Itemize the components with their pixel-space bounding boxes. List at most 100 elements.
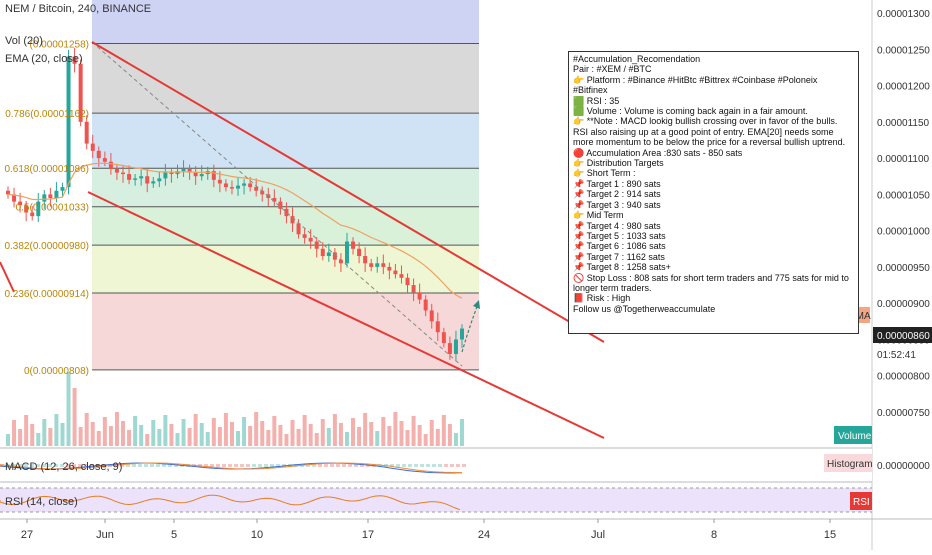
volume-bar	[399, 421, 404, 446]
macd-histogram-bar	[132, 464, 136, 467]
volume-bar	[375, 431, 380, 446]
y-tick-label: 0.00001200	[877, 82, 930, 93]
analysis-note: #Accumulation_Recomendation Pair : #XEM /…	[568, 51, 859, 334]
candle-body	[211, 171, 216, 180]
candle-body	[393, 270, 398, 275]
macd-histogram-bar	[24, 464, 28, 467]
macd-indicator-label: MACD (12, 26, close, 9)	[5, 461, 122, 473]
candle-body	[78, 63, 83, 122]
volume-bar	[351, 418, 356, 446]
candle-body	[133, 178, 138, 180]
candle-body	[169, 172, 174, 175]
volume-bar	[108, 426, 113, 446]
note-line: 👉 Platform : #Binance #HitBtc #Bittrex #…	[573, 74, 818, 96]
candle-body	[453, 339, 458, 354]
countdown-label: 01:52:41	[877, 350, 916, 361]
volume-bar	[48, 428, 53, 446]
macd-zero-label: 0.00000000	[877, 461, 930, 472]
note-line: 👉 **Note : MACD lookig bullish crossing …	[573, 116, 846, 148]
macd-histogram-bar	[252, 464, 256, 467]
candle-body	[66, 56, 71, 188]
macd-histogram-bar	[342, 464, 346, 467]
macd-histogram-bar	[216, 464, 220, 467]
note-line: #Accumulation_Recomendation	[573, 54, 701, 64]
volume-bar	[211, 418, 216, 446]
volume-bar	[175, 433, 180, 446]
volume-bar	[84, 413, 89, 446]
volume-bar	[163, 415, 168, 446]
candle-body	[114, 168, 119, 173]
volume-bar	[357, 427, 362, 446]
macd-histogram-bar	[462, 464, 466, 467]
fib-band-top	[92, 0, 479, 44]
volume-bar	[242, 417, 247, 446]
candle-body	[272, 197, 277, 202]
candle-body	[387, 266, 392, 271]
macd-histogram-bar	[450, 464, 454, 467]
candle-body	[30, 212, 35, 217]
candle-body	[127, 174, 132, 180]
candle-body	[460, 328, 464, 340]
candle-body	[290, 216, 295, 224]
candle-body	[102, 158, 107, 162]
volume-bar	[133, 416, 138, 446]
volume-bar	[423, 434, 428, 446]
volume-bar	[460, 419, 464, 446]
note-line: 🔴 Accumulation Area :830 sats - 850 sats	[573, 147, 743, 158]
macd-histogram-bar	[78, 464, 82, 467]
note-line: 📌 Target 4 : 980 sats	[573, 220, 661, 231]
candle-body	[423, 299, 428, 311]
volume-bar	[114, 412, 119, 446]
macd-histogram-bar	[144, 464, 148, 467]
macd-histogram-bar	[306, 464, 310, 467]
volume-bar	[127, 430, 132, 446]
candle-body	[145, 176, 150, 184]
x-tick-label: Jun	[96, 529, 114, 541]
time-axis[interactable]: 27 Jun 5 10 17 24 Jul 8 15	[21, 519, 836, 541]
fib-band-2	[92, 168, 479, 207]
note-line: 📌 Target 2 : 914 sats	[573, 189, 661, 200]
volume-bar	[284, 434, 289, 446]
candle-body	[338, 259, 343, 264]
macd-histogram-bar	[318, 464, 322, 467]
volume-bar	[453, 433, 458, 446]
note-line: 📕 Risk : High	[573, 293, 631, 304]
volume-bar	[338, 423, 343, 446]
candle-body	[411, 285, 416, 293]
volume-bar	[229, 422, 234, 446]
macd-histogram-bar	[354, 464, 358, 467]
fibonacci-retracement[interactable]	[92, 0, 479, 371]
x-tick-label: 5	[171, 529, 177, 541]
macd-pane	[0, 449, 872, 481]
volume-bar	[417, 425, 422, 446]
candle-body	[405, 277, 410, 286]
volume-bar	[217, 427, 222, 446]
candle-body	[157, 178, 162, 182]
macd-histogram-bar	[402, 464, 406, 467]
candle-body	[108, 161, 113, 169]
dashed-trend-line[interactable]	[91, 41, 463, 367]
macd-histogram-bar	[420, 464, 424, 467]
volume-bar	[24, 415, 29, 446]
rsi-line	[0, 494, 461, 511]
candle-body	[24, 205, 29, 213]
volume-bar	[248, 426, 253, 446]
macd-histogram-bar	[456, 464, 460, 467]
volume-bar	[381, 417, 386, 446]
projection-arrow-head	[473, 300, 480, 309]
x-tick-label: 15	[824, 529, 836, 541]
candle-body	[435, 321, 440, 333]
macd-histogram-bar	[264, 464, 268, 467]
volume-bar	[296, 429, 301, 446]
x-tick-label: 24	[478, 529, 490, 541]
candle-body	[447, 343, 452, 354]
chart-title: NEM / Bitcoin, 240, BINANCE	[5, 3, 151, 15]
candle-body	[375, 263, 380, 267]
note-line: 🟩 Volume : Volume is coming back again i…	[573, 106, 808, 117]
macd-histogram-bar	[66, 464, 70, 467]
descending-channel[interactable]	[0, 41, 605, 439]
fib-label-1: 0.786(0.00001162)	[5, 109, 89, 120]
y-tick-label: 0.00001300	[877, 9, 930, 20]
